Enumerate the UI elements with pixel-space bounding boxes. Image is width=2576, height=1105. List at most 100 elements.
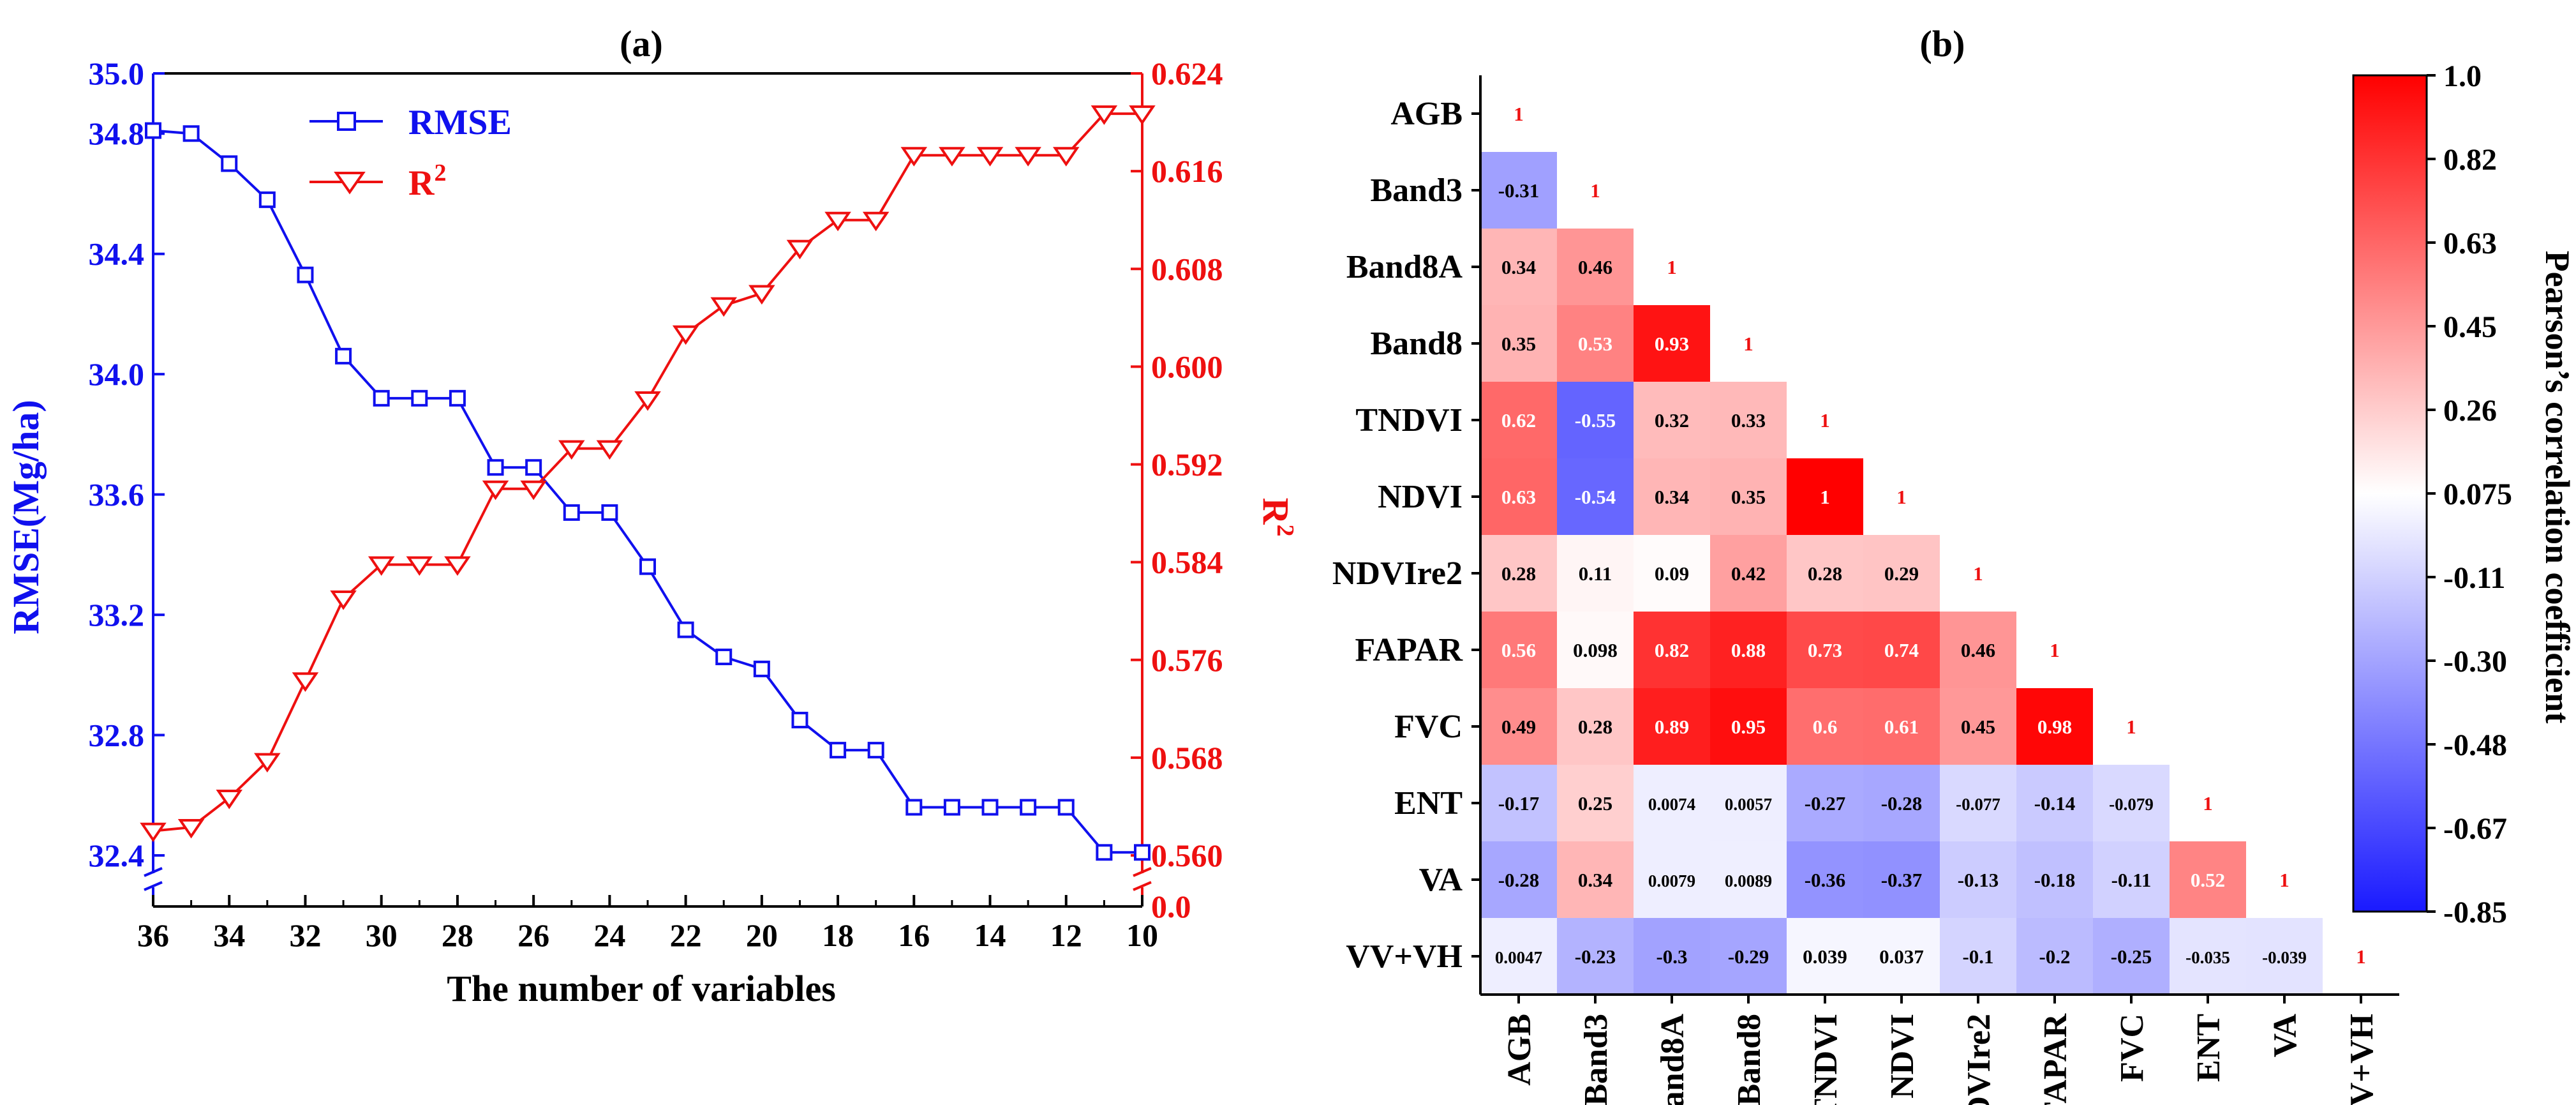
heatmap-cell <box>1710 612 1787 688</box>
heatmap-diagonal-label: 1 <box>1973 562 1983 585</box>
left-y-tick-label: 33.2 <box>89 597 145 633</box>
heatmap-cell <box>1480 612 1557 688</box>
heatmap-cell <box>1787 841 1863 918</box>
heatmap-cell-label: 0.93 <box>1655 333 1689 355</box>
heatmap-cell <box>1557 458 1634 535</box>
heatmap-cell-label: -0.18 <box>2034 869 2076 891</box>
left-y-tick-label: 32.8 <box>89 718 145 753</box>
r2-point <box>368 556 395 576</box>
heatmap-cell-label: 0.95 <box>1731 716 1766 738</box>
rmse-point <box>601 504 618 521</box>
heatmap-cell <box>1634 458 1710 535</box>
heatmap-col-label: NDVIre2 <box>1961 1014 1997 1105</box>
heatmap-cell <box>1940 841 2016 918</box>
heatmap-cell-label: 0.09 <box>1655 562 1689 585</box>
heatmap-cell <box>2093 918 2170 995</box>
heatmap-cell-label: 0.0074 <box>1648 795 1695 814</box>
left-axis-break-mark <box>144 867 163 877</box>
heatmap-cell-label: -0.37 <box>1881 869 1923 891</box>
rmse-point <box>449 389 466 407</box>
heatmap-cell-label: -0.1 <box>1962 945 1993 968</box>
colorbar-label: Pearson’s correlation coefficient <box>2538 251 2576 724</box>
heatmap-cell-label: 0.63 <box>1501 486 1536 508</box>
legend-rmse-marker <box>337 112 356 131</box>
heatmap-cell <box>1787 535 1863 612</box>
heatmap-cell <box>1787 612 1863 688</box>
heatmap-cell <box>1480 918 1557 995</box>
heatmap-col-label: ENT <box>2191 1014 2227 1082</box>
colorbar-tick-label: -0.48 <box>2443 728 2507 762</box>
heatmap-cell-label: -0.23 <box>1575 945 1616 968</box>
heatmap-col-label: Band8A <box>1655 1014 1691 1105</box>
heatmap-row-label: Band8A <box>1346 249 1463 285</box>
heatmap-cell <box>1480 229 1557 305</box>
heatmap-cell <box>2016 918 2093 995</box>
r2-point <box>900 147 928 167</box>
heatmap-col-label: FVC <box>2114 1014 2150 1082</box>
colorbar-tick-label: -0.85 <box>2443 896 2507 929</box>
heatmap-cell <box>1480 688 1557 765</box>
right-y-axis-label-main: R <box>1255 498 1297 525</box>
r2-point <box>1129 105 1156 125</box>
heatmap-cell-label: 0.52 <box>2191 869 2225 891</box>
rmse-point <box>867 742 884 759</box>
right-axis-break-mark <box>1133 867 1152 877</box>
heatmap-cell-label: -0.035 <box>2185 948 2230 967</box>
heatmap-col-label: VV+VH <box>2344 1014 2380 1105</box>
heatmap-cell-label: 0.46 <box>1961 639 1995 661</box>
heatmap-cell-label: -0.55 <box>1575 409 1616 432</box>
r2-point <box>748 285 775 305</box>
heatmap-diagonal-label: 1 <box>1820 409 1830 432</box>
heatmap-cell-label: -0.29 <box>1728 945 1769 968</box>
heatmap-col-label: NDVI <box>1884 1014 1921 1099</box>
rmse-point <box>1134 844 1150 861</box>
colorbar-tick-label: 0.82 <box>2443 143 2497 177</box>
left-y-tick-label: 34.4 <box>89 236 145 272</box>
r2-point <box>292 672 319 692</box>
heatmap-cell <box>2016 765 2093 841</box>
heatmap-cell-label: -0.25 <box>2111 945 2152 968</box>
heatmap-cell <box>1787 458 1863 535</box>
rmse-point <box>563 504 580 521</box>
r2-point <box>710 297 738 317</box>
legend: RMSE R2 <box>309 103 512 203</box>
rmse-point <box>411 389 428 407</box>
heatmap-cell-label: 0.98 <box>2037 716 2072 738</box>
rmse-point <box>182 125 200 142</box>
heatmap-row-label: NDVI <box>1378 479 1463 515</box>
heatmap-cell <box>1634 305 1710 382</box>
heatmap-cell-label: 0.73 <box>1808 639 1842 661</box>
heatmap-cell-label: 0.0057 <box>1725 795 1772 814</box>
right-y-tick-label: 0.568 <box>1151 740 1223 776</box>
r2-point <box>216 790 243 809</box>
heatmap-cell <box>1940 612 2016 688</box>
rmse-point <box>830 742 847 759</box>
heatmap-cell-label: 0.33 <box>1731 409 1766 432</box>
rmse-point <box>297 266 314 283</box>
right-y-tick-label: 0.624 <box>1151 56 1223 91</box>
heatmap-diagonal-label: 1 <box>1743 333 1753 355</box>
heatmap-cell-label: 0.28 <box>1578 716 1612 738</box>
heatmap-row-label: FVC <box>1394 709 1463 745</box>
rmse-point <box>905 799 923 816</box>
heatmap-panel: (b) 1-0.31 10.34 0.46 10.35 0.53 0.93 10.62 -0.… <box>1332 23 2576 1105</box>
heatmap-cell <box>1940 688 2016 765</box>
heatmap-diagonal-label: 1 <box>2126 716 2136 738</box>
heatmap-cell <box>1710 458 1787 535</box>
heatmap-cell <box>1480 841 1557 918</box>
heatmap-cell <box>1480 382 1557 458</box>
heatmap-cell-label: -0.3 <box>1656 945 1687 968</box>
heatmap-cell <box>1557 918 1634 995</box>
heatmap-cell <box>1557 382 1634 458</box>
heatmap-cell <box>1480 535 1557 612</box>
heatmap-cell <box>1557 229 1634 305</box>
x-tick-label: 12 <box>1050 917 1082 953</box>
heatmap-cell-label: -0.077 <box>1956 795 2000 814</box>
x-tick-label: 14 <box>974 917 1006 953</box>
heatmap-cell-label: 0.6 <box>1813 716 1838 738</box>
colorbar-tick-label: 1.0 <box>2443 59 2482 93</box>
heatmap-row-label: VA <box>1419 862 1463 898</box>
x-tick-label: 18 <box>822 917 854 953</box>
rmse-point <box>487 459 504 476</box>
heatmap-cell-label: 0.28 <box>1808 562 1842 585</box>
